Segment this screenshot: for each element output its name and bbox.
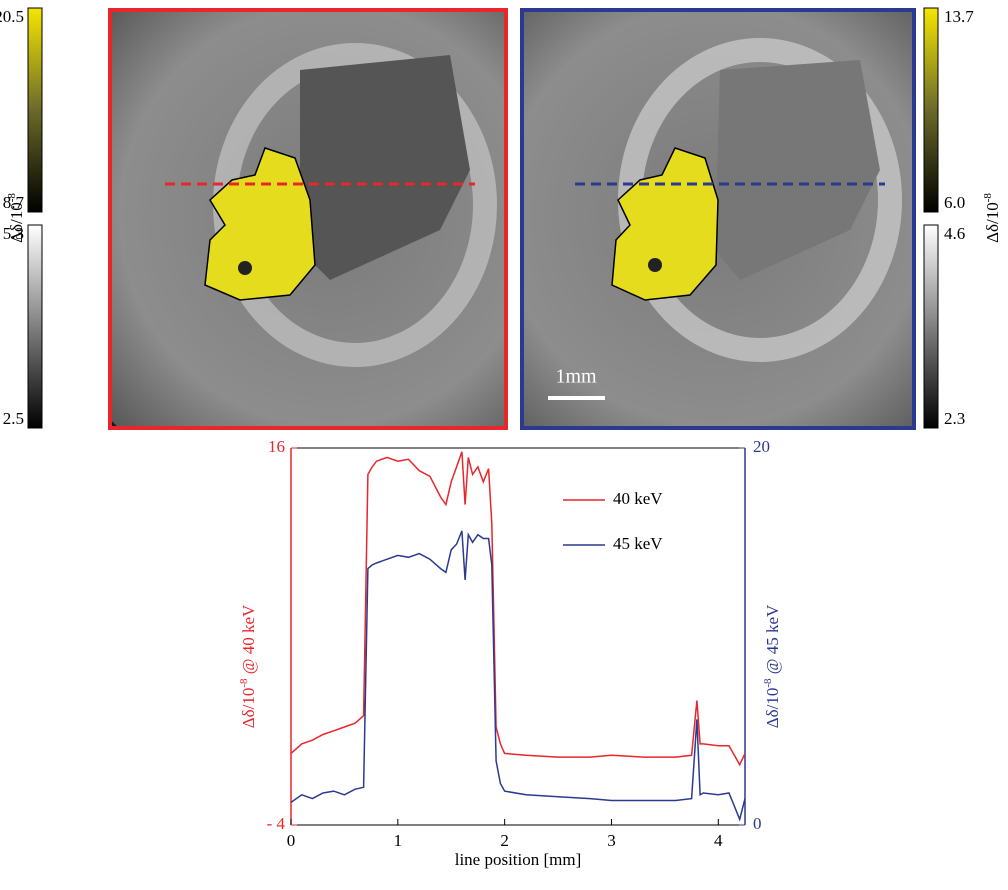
x-axis-label: line position [mm] bbox=[455, 850, 582, 869]
colorbar-gray bbox=[923, 224, 939, 429]
x-tick-label: 2 bbox=[500, 831, 509, 850]
legend-label: 45 keV bbox=[613, 534, 663, 553]
x-tick-label: 1 bbox=[394, 831, 403, 850]
colorbar-gray bbox=[27, 224, 43, 429]
y2-tick-label: 0 bbox=[753, 814, 762, 833]
y-axis-label-suffix: @ 40 keV bbox=[239, 604, 258, 678]
series-line bbox=[290, 451, 746, 767]
colorbar-label-exp: -8 bbox=[982, 193, 994, 203]
y-axis-label-exp: -8 bbox=[238, 678, 250, 688]
y2-axis-label-exp: -8 bbox=[762, 678, 774, 688]
colorbar-tick-label: 2.5 bbox=[3, 409, 24, 428]
x-tick-label: 4 bbox=[714, 831, 723, 850]
frame-40kev bbox=[108, 8, 508, 430]
y2-axis-label-suffix: @ 45 keV bbox=[763, 604, 782, 678]
y2-axis-label-text: Δδ/10 bbox=[763, 688, 782, 729]
colorbar-tick-label: 4.6 bbox=[944, 224, 965, 243]
y-tick-label: - 4 bbox=[267, 814, 286, 833]
colorbar-tick-label: 8.7 bbox=[3, 193, 25, 212]
x-tick-label: 0 bbox=[287, 831, 296, 850]
colorbar-yellow bbox=[27, 7, 43, 213]
ct-image-45kev: 1mm bbox=[524, 12, 912, 426]
colorbar-label-exp: -8 bbox=[6, 193, 18, 203]
y-tick-label: 16 bbox=[268, 437, 285, 456]
colorbar-tick-label: 6.0 bbox=[944, 193, 965, 212]
frame-45kev bbox=[520, 8, 916, 430]
y2-axis-label: Δδ/10-8 @ 45 keV bbox=[762, 604, 782, 728]
colorbar-tick-label: 2.3 bbox=[944, 409, 965, 428]
colorbar-tick-label: 13.7 bbox=[944, 7, 974, 26]
colorbar-tick-label: 5.3 bbox=[3, 224, 24, 243]
y2-tick-label: 20 bbox=[753, 437, 770, 456]
series-line bbox=[290, 530, 746, 822]
colorbar-label-text: Δδ/10 bbox=[983, 202, 1002, 243]
legend-label: 40 keV bbox=[613, 489, 663, 508]
y-axis-label: Δδ/10-8 @ 40 keV bbox=[238, 604, 258, 728]
colorbar-label-text: Δδ/10 bbox=[7, 202, 26, 243]
colorbar-label: Δδ/10-8 bbox=[6, 193, 26, 243]
colorbar-yellow bbox=[923, 7, 939, 213]
ct-image-40kev bbox=[112, 12, 504, 426]
colorbar-tick-label: 20.5 bbox=[0, 7, 24, 26]
colorbar-label: Δδ/10-8 bbox=[982, 193, 1002, 243]
y-axis-label-text: Δδ/10 bbox=[239, 688, 258, 729]
scale-bar-label: 1mm bbox=[555, 366, 597, 388]
x-tick-label: 3 bbox=[607, 831, 616, 850]
